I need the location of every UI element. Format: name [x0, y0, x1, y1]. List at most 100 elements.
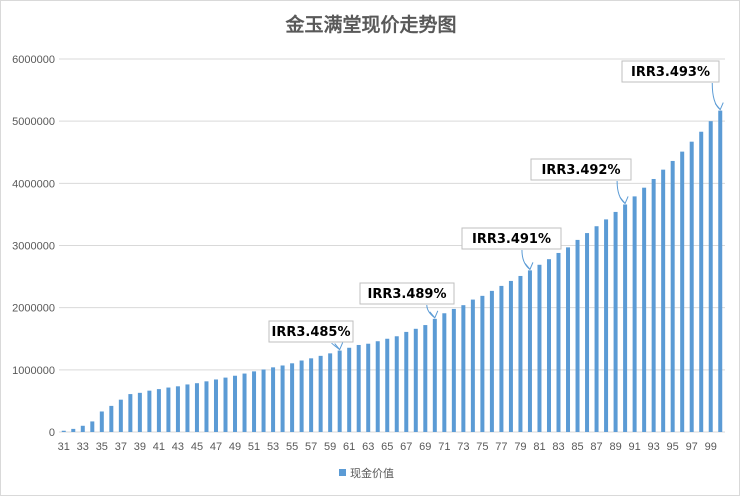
- bar: [699, 131, 704, 433]
- bar: [175, 386, 180, 432]
- irr-annotation: IRR3.493%: [621, 60, 724, 111]
- bar: [61, 430, 66, 432]
- x-tick-label: 95: [667, 441, 679, 453]
- bar: [527, 270, 532, 432]
- x-tick-label: 51: [248, 441, 260, 453]
- annotation-box: [268, 320, 354, 343]
- bar: [680, 151, 685, 432]
- arrowhead-icon: [429, 310, 439, 319]
- x-tick-label: 71: [438, 441, 450, 453]
- x-tick-label: 37: [115, 441, 127, 453]
- annotation-box: [530, 158, 632, 181]
- x-tick-label: 69: [419, 441, 431, 453]
- bar: [470, 299, 475, 432]
- bar: [575, 239, 580, 432]
- x-tick-label: 43: [172, 441, 184, 453]
- irr-annotation: IRR3.491%: [461, 227, 562, 271]
- arrowhead-icon: [524, 262, 534, 271]
- bar: [299, 360, 304, 432]
- bar: [404, 331, 409, 432]
- x-tick-label: 73: [457, 441, 469, 453]
- y-tick-label: 5000000: [12, 116, 55, 128]
- x-tick-label: 81: [533, 441, 545, 453]
- annotation-box: [359, 282, 455, 305]
- bar: [394, 336, 399, 432]
- x-tick-label: 97: [686, 441, 698, 453]
- bar: [508, 280, 513, 432]
- bar: [432, 318, 437, 432]
- legend-swatch: [339, 469, 346, 476]
- bar: [80, 425, 85, 432]
- annotation-arrow: [521, 249, 531, 270]
- bar: [585, 233, 590, 432]
- x-tick-label: 83: [552, 441, 564, 453]
- bar: [356, 344, 361, 432]
- bar: [261, 369, 266, 432]
- bar: [366, 343, 371, 432]
- bar: [566, 247, 571, 432]
- bar: [223, 377, 228, 432]
- x-tick-label: 77: [495, 441, 507, 453]
- bar: [347, 347, 352, 432]
- x-tick-label: 39: [134, 441, 146, 453]
- x-tick-label: 75: [476, 441, 488, 453]
- bar: [480, 295, 485, 432]
- x-tick-label: 63: [362, 441, 374, 453]
- annotation-text: IRR3.485%: [271, 325, 350, 340]
- annotation-text: IRR3.493%: [631, 65, 710, 80]
- bar: [156, 389, 161, 432]
- x-tick-label: 31: [58, 441, 70, 453]
- bar: [328, 353, 333, 432]
- y-tick-label: 0: [49, 427, 55, 439]
- arrowhead-icon: [334, 342, 344, 351]
- annotation-arrow: [616, 180, 626, 204]
- x-tick-label: 55: [286, 441, 298, 453]
- x-tick-label: 79: [514, 441, 526, 453]
- bar: [661, 169, 666, 432]
- x-tick-label: 45: [191, 441, 203, 453]
- x-tick-label: 67: [400, 441, 412, 453]
- bar: [128, 394, 133, 432]
- x-tick-label: 49: [229, 441, 241, 453]
- bar: [708, 121, 713, 433]
- bar: [461, 305, 466, 432]
- x-tick-label: 89: [609, 441, 621, 453]
- annotation-box: [461, 227, 562, 250]
- x-tick-label: 99: [705, 441, 717, 453]
- bar: [118, 399, 123, 432]
- arrowhead-icon: [619, 196, 629, 205]
- bar: [185, 384, 190, 432]
- bar: [499, 285, 504, 432]
- bar: [71, 428, 76, 432]
- bar: [537, 264, 542, 432]
- bar: [137, 392, 142, 432]
- annotation-text: IRR3.492%: [541, 163, 620, 178]
- bar: [423, 325, 428, 432]
- bar: [613, 211, 618, 432]
- irr-annotation: IRR3.485%: [268, 320, 354, 351]
- bar: [147, 390, 152, 432]
- bar: [442, 313, 447, 432]
- bar: [271, 367, 276, 432]
- bar: [385, 338, 390, 432]
- bar: [99, 411, 104, 432]
- bar: [651, 178, 656, 432]
- bar: [213, 379, 218, 432]
- x-tick-label: 41: [153, 441, 165, 453]
- bar: [233, 375, 238, 432]
- y-tick-label: 3000000: [12, 241, 55, 253]
- bar: [166, 387, 171, 432]
- bar: [594, 226, 599, 432]
- bar: [556, 252, 561, 432]
- x-tick-label: 85: [571, 441, 583, 453]
- bar: [290, 363, 295, 432]
- bar: [252, 371, 257, 432]
- x-tick-label: 61: [343, 441, 355, 453]
- bar: [632, 196, 637, 432]
- x-tick-label: 87: [590, 441, 602, 453]
- bar: [318, 355, 323, 432]
- x-tick-label: 57: [305, 441, 317, 453]
- bar: [109, 405, 114, 432]
